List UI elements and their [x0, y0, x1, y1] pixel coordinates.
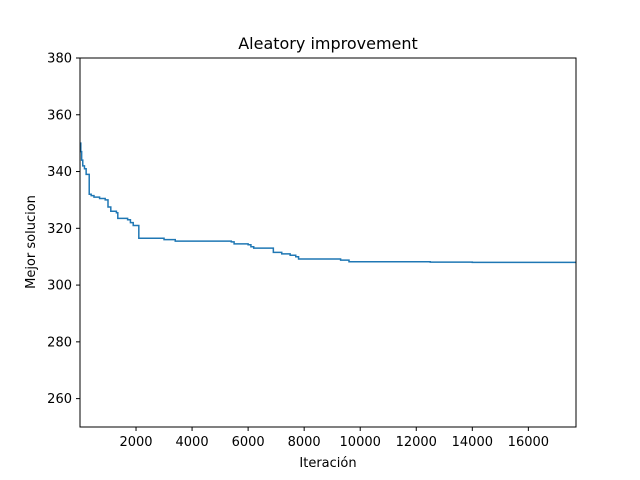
x-tick-label: 6000	[232, 435, 265, 450]
y-tick-label: 340	[47, 165, 72, 180]
x-axis-label: Iteración	[299, 456, 356, 471]
x-tick-label: 8000	[288, 435, 321, 450]
y-tick-label: 360	[47, 108, 72, 123]
x-tick-label: 14000	[452, 435, 493, 450]
y-tick-label: 280	[47, 335, 72, 350]
series-line-0	[80, 142, 576, 264]
y-tick-label: 260	[47, 392, 72, 407]
y-tick-label: 380	[47, 52, 72, 67]
x-tick-label: 10000	[340, 435, 381, 450]
x-tick-label: 2000	[119, 435, 152, 450]
y-tick-label: 300	[47, 279, 72, 294]
x-tick-label: 4000	[176, 435, 209, 450]
plot-area	[80, 142, 576, 264]
y-axis-label: Mejor solucion	[24, 195, 39, 289]
y-tick-label: 320	[47, 222, 72, 237]
x-tick-label: 16000	[508, 435, 549, 450]
chart-title: Aleatory improvement	[238, 34, 418, 53]
axis-ticks: 2000 4000 6000 8000 10000 12000 14000 16000 260 2…	[47, 52, 549, 451]
plot-frame	[79, 57, 577, 428]
x-tick-label: 12000	[396, 435, 437, 450]
